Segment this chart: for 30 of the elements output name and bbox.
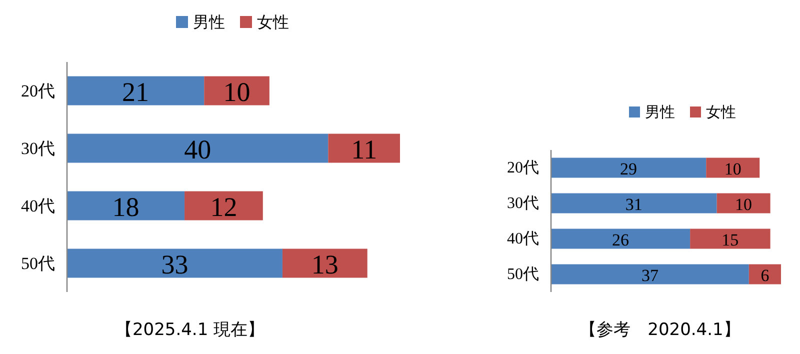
data-label: 33 xyxy=(161,249,188,280)
legend: 女性 xyxy=(257,12,289,32)
data-label: 13 xyxy=(311,249,338,280)
annotation: 【2025.4.1 現在】 xyxy=(115,320,265,340)
category: 30代 xyxy=(507,194,539,212)
data-label: 37 xyxy=(641,266,658,285)
data-label: 29 xyxy=(620,159,638,178)
data-label: 18 xyxy=(112,192,140,222)
data-label: 15 xyxy=(722,230,739,250)
category: 20代 xyxy=(507,159,539,176)
data-label: 10 xyxy=(223,76,250,107)
data-label: 10 xyxy=(724,159,742,178)
data-label: 10 xyxy=(735,194,752,214)
data-label: 21 xyxy=(122,76,150,107)
legend: 男性 xyxy=(193,12,225,32)
category: 50代 xyxy=(507,266,539,283)
category: 50代 xyxy=(21,254,55,273)
category: 30代 xyxy=(21,138,55,158)
legend: 女性 xyxy=(706,103,736,121)
data-label: 31 xyxy=(625,194,642,214)
category: 40代 xyxy=(507,230,539,248)
data-label: 12 xyxy=(210,192,238,222)
annotation: 【参考 2020.4.1】 xyxy=(580,320,740,340)
data-label: 11 xyxy=(351,134,378,164)
category: 20代 xyxy=(21,81,55,100)
data-label: 6 xyxy=(760,266,770,285)
data-label: 40 xyxy=(184,134,212,164)
legend: 男性 xyxy=(645,103,675,121)
data-label: 26 xyxy=(612,230,630,250)
category: 40代 xyxy=(21,196,55,216)
